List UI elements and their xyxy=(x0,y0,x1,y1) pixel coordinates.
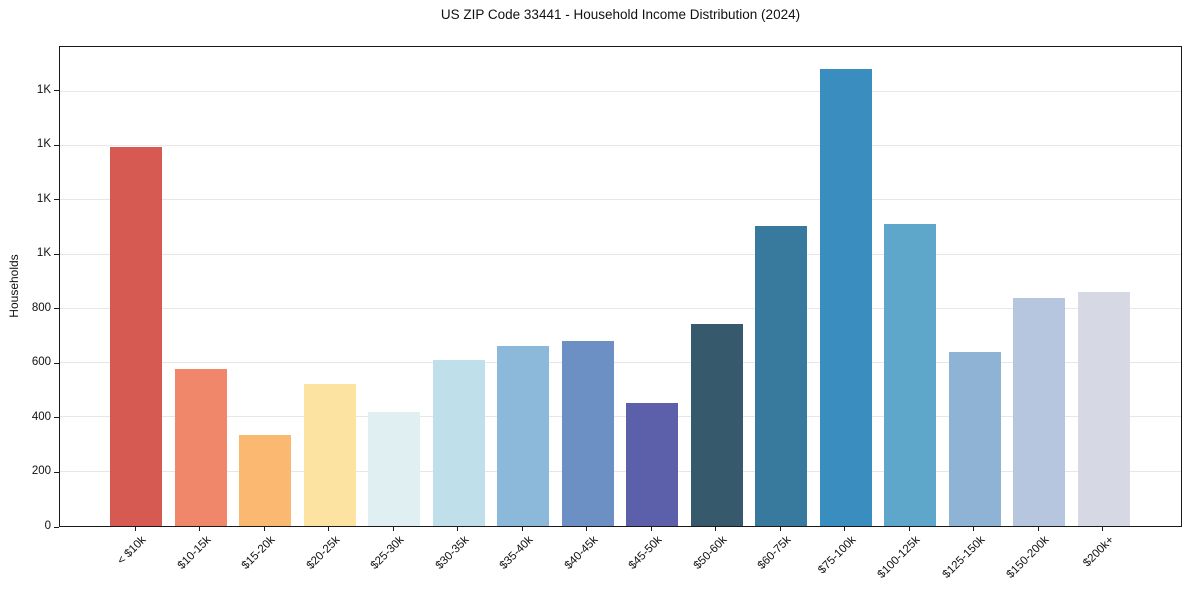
x-tick-label: $50-60k xyxy=(691,534,729,572)
x-tick-mark xyxy=(392,527,394,531)
x-tick-label: $45-50k xyxy=(626,534,665,572)
x-tick-mark xyxy=(844,527,845,531)
gridline xyxy=(60,362,1181,364)
y-tick-mark xyxy=(54,253,59,255)
y-tick-label: 400 xyxy=(31,410,51,423)
x-tick-label: $75-100k xyxy=(815,534,858,577)
bar xyxy=(884,224,936,526)
x-tick-label: $40-45k xyxy=(562,534,600,572)
bar xyxy=(368,412,420,526)
x-tick-label: $20-25k xyxy=(304,534,342,572)
x-tick-label: $60-75k xyxy=(755,534,794,572)
y-tick-label: 1K xyxy=(36,192,51,205)
bar xyxy=(174,369,227,526)
x-tick-mark xyxy=(586,527,587,531)
x-tick-mark xyxy=(1102,527,1103,531)
y-tick-label: 600 xyxy=(31,356,51,369)
bar xyxy=(497,346,549,526)
x-tick-mark xyxy=(263,527,265,531)
x-tick-label: $25-30k xyxy=(368,534,407,572)
bar xyxy=(819,69,872,526)
bar xyxy=(948,352,1001,526)
x-tick-mark xyxy=(908,527,910,531)
gridline xyxy=(60,145,1181,147)
x-tick-mark xyxy=(1037,527,1039,531)
gridline xyxy=(60,199,1181,201)
y-tick-mark xyxy=(54,471,59,473)
x-tick-mark xyxy=(973,527,974,531)
bar xyxy=(110,147,162,526)
x-tick-mark xyxy=(199,527,200,531)
bar xyxy=(690,324,743,526)
y-tick-mark xyxy=(54,526,59,528)
y-tick-mark xyxy=(54,144,59,146)
bar xyxy=(239,435,291,526)
y-tick-label: 1K xyxy=(36,247,51,260)
y-tick-mark xyxy=(54,417,59,419)
gridline xyxy=(60,470,1181,472)
gridline xyxy=(60,307,1181,309)
y-tick-label: 800 xyxy=(31,301,51,314)
x-tick-mark xyxy=(779,527,781,531)
gridline xyxy=(60,90,1181,92)
x-tick-label: $35-40k xyxy=(497,534,536,572)
x-tick-mark xyxy=(457,527,458,531)
x-tick-mark xyxy=(715,527,716,531)
gridline xyxy=(60,253,1181,255)
x-tick-label: $30-35k xyxy=(433,534,471,572)
x-tick-label: $125-150k xyxy=(940,534,987,581)
y-tick-label: 1K xyxy=(36,83,51,96)
y-tick-mark xyxy=(54,308,59,310)
bar xyxy=(755,226,807,526)
x-tick-mark xyxy=(328,527,329,531)
x-tick-label: $100-125k xyxy=(875,534,923,581)
x-tick-label: $15-20k xyxy=(239,534,278,572)
bar xyxy=(432,360,485,526)
bar xyxy=(626,403,678,526)
y-tick-mark xyxy=(54,362,59,364)
x-tick-mark xyxy=(521,527,523,531)
x-tick-label: < $10k xyxy=(115,534,149,568)
x-tick-label: $10-15k xyxy=(175,534,213,572)
x-tick-label: $150-200k xyxy=(1004,534,1052,581)
y-tick-mark xyxy=(54,199,59,201)
plot-area xyxy=(59,46,1182,527)
chart-title: US ZIP Code 33441 - Household Income Dis… xyxy=(440,7,801,22)
x-tick-mark xyxy=(650,527,652,531)
y-tick-label: 200 xyxy=(31,465,51,478)
x-tick-label: $200k+ xyxy=(1080,534,1116,570)
bar xyxy=(561,341,614,526)
bar xyxy=(1013,298,1065,526)
y-tick-mark xyxy=(54,90,59,92)
bar xyxy=(1077,292,1130,526)
gridline xyxy=(60,416,1181,418)
x-tick-mark xyxy=(134,527,136,531)
y-tick-label: 1K xyxy=(36,138,51,151)
y-tick-label: 0 xyxy=(44,520,51,532)
bar xyxy=(303,384,356,526)
